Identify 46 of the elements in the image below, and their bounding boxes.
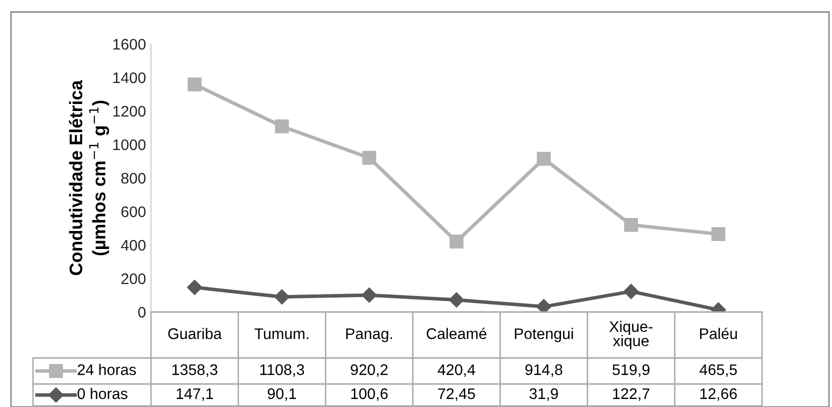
y-tick-label: 0 xyxy=(138,306,146,318)
point xyxy=(450,234,464,249)
data-label: 122,7 xyxy=(613,388,650,401)
x-tick-label: Panag. xyxy=(346,328,392,342)
data-label: 1358,3 xyxy=(172,364,218,377)
x-tick-label: Guariba xyxy=(168,328,222,340)
point xyxy=(536,152,551,166)
point xyxy=(362,288,377,303)
data-label: 72,45 xyxy=(438,388,475,401)
point xyxy=(274,289,290,304)
data-label: 914,8 xyxy=(525,364,562,377)
data-label: 920,2 xyxy=(350,364,388,377)
point xyxy=(362,150,376,165)
point xyxy=(624,218,638,232)
x-tick-label: Caleamé xyxy=(426,328,486,340)
data-label: 519,9 xyxy=(612,364,650,377)
data-label: 465,5 xyxy=(700,364,737,377)
y-tick-label: 200 xyxy=(121,273,146,284)
point xyxy=(188,78,202,92)
x-tick-label: Tumum. xyxy=(254,328,308,340)
y-tick-label: 600 xyxy=(121,206,146,218)
point xyxy=(536,299,552,312)
x-tick-label: Potengui xyxy=(514,328,573,342)
point xyxy=(624,284,639,300)
legend-label: 0 horas xyxy=(78,388,128,400)
y-tick-label: 1000 xyxy=(113,139,146,150)
data-label: 31,9 xyxy=(530,388,558,401)
data-label: 12,66 xyxy=(700,388,737,401)
data-label: 1108,3 xyxy=(260,364,304,377)
x-tick-label: Xique- xique xyxy=(609,320,652,350)
y-tick-label: 1600 xyxy=(113,38,146,50)
y-axis-title: Condutividade Elétrica (µmhos cm$^{−1}$ g$^{−1}$) xyxy=(68,80,110,276)
data-label: 90,1 xyxy=(268,388,296,401)
data-label: 100,6 xyxy=(351,388,388,401)
point xyxy=(711,227,726,241)
point xyxy=(448,292,464,308)
x-tick-label: Paléu xyxy=(700,328,737,340)
data-label: 147,1 xyxy=(176,388,214,401)
y-tick-label: 1200 xyxy=(113,106,146,117)
y-tick-label: 400 xyxy=(121,240,146,251)
y-tick-label: 1400 xyxy=(113,72,146,84)
data-label: 420,4 xyxy=(438,364,476,377)
legend-label: 24 horas xyxy=(78,364,136,376)
point xyxy=(187,280,202,295)
point xyxy=(274,119,289,134)
y-tick-label: 800 xyxy=(121,172,146,184)
